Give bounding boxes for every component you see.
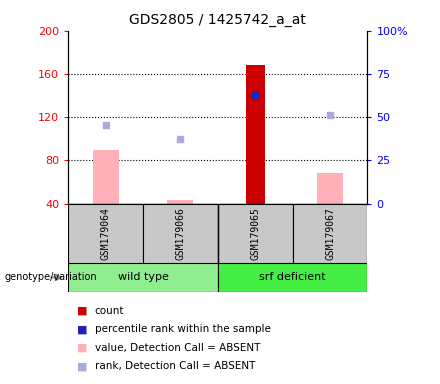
Bar <box>218 263 367 292</box>
Title: GDS2805 / 1425742_a_at: GDS2805 / 1425742_a_at <box>129 13 306 27</box>
Text: srf deficient: srf deficient <box>259 272 326 283</box>
Text: ■: ■ <box>77 324 88 334</box>
Text: value, Detection Call = ABSENT: value, Detection Call = ABSENT <box>95 343 260 353</box>
Text: percentile rank within the sample: percentile rank within the sample <box>95 324 271 334</box>
Text: ■: ■ <box>77 306 88 316</box>
Bar <box>143 204 218 263</box>
Bar <box>246 65 264 204</box>
Bar <box>92 149 119 204</box>
Bar <box>293 204 367 263</box>
Text: wild type: wild type <box>117 272 169 283</box>
Text: ■: ■ <box>77 361 88 371</box>
Text: GSM179067: GSM179067 <box>325 207 335 260</box>
Text: ■: ■ <box>77 343 88 353</box>
Bar <box>167 200 194 204</box>
Text: count: count <box>95 306 124 316</box>
Text: rank, Detection Call = ABSENT: rank, Detection Call = ABSENT <box>95 361 255 371</box>
Text: GSM179064: GSM179064 <box>101 207 110 260</box>
Bar <box>68 263 218 292</box>
Text: genotype/variation: genotype/variation <box>4 272 97 283</box>
Bar <box>317 173 343 204</box>
Text: GSM179066: GSM179066 <box>176 207 185 260</box>
Bar <box>68 204 143 263</box>
Text: GSM179065: GSM179065 <box>250 207 260 260</box>
Bar <box>218 204 293 263</box>
